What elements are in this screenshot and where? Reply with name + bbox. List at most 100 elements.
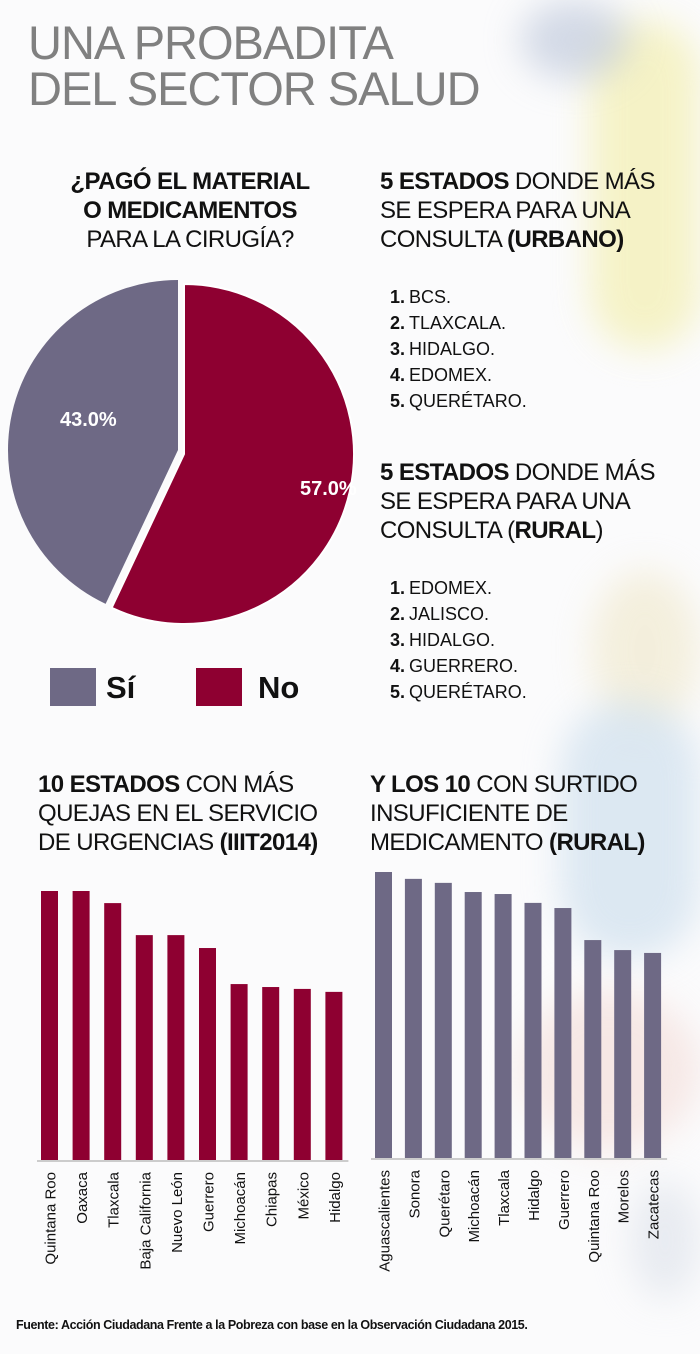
bar-category-label: Aguascalientes (377, 1170, 394, 1272)
shortage-heading-line3: MEDICAMENTO (370, 829, 550, 856)
pie-data-label: 57.0% (300, 478, 357, 500)
pie-chart: 43.0% 57.0% (8, 280, 357, 625)
title-line-2: DEL SECTOR SALUD (28, 62, 481, 115)
pie-heading-bold-1: ¿PAGÓ EL MATERIAL (70, 168, 310, 195)
title-line-1: UNA PROBADITA (28, 16, 394, 69)
bar-category-label: Tlaxcala (496, 1169, 513, 1226)
bar-category-label: Morelos (616, 1170, 633, 1223)
list-item-number: 2. (390, 604, 406, 624)
bar-category-label: Baja California (137, 1171, 154, 1269)
rural-heading-line2: SE ESPERA PARA UNA (380, 488, 631, 515)
urban-heading-bold: 5 ESTADOS (380, 168, 509, 195)
list-item-number: 2. (390, 313, 406, 333)
complaints-heading-line3: DE URGENCIAS (38, 829, 220, 856)
pie-data-label: 43.0% (60, 409, 117, 431)
bar (199, 948, 216, 1160)
shortage-heading-line2: INSUFICIENTE DE (370, 800, 568, 827)
legend-label-si: Sí (106, 670, 136, 705)
bar (325, 991, 343, 1160)
pie-heading: ¿PAGÓ EL MATERIAL O MEDICAMENTOS PARA LA… (40, 167, 340, 254)
rural-heading-line3: CONSULTA ( (380, 517, 515, 544)
rural-heading-rest: DONDE MÁS (508, 459, 656, 486)
bar (293, 988, 311, 1160)
bar-category-label: Quintana Roo (586, 1170, 603, 1263)
bar-category-label: Sonora (406, 1169, 423, 1218)
list-item-label: TLAXCALA. (409, 313, 507, 333)
bar-charts: Quintana Roo Oaxaca Tlaxcala Baja Californi… (37, 872, 668, 1272)
bar (404, 878, 422, 1158)
list-item-number: 3. (390, 630, 406, 650)
list-item-label: QUERÉTARO. (409, 391, 527, 411)
bar (494, 894, 512, 1158)
bar (375, 872, 392, 1158)
urban-heading-line3-bold: (URBANO) (507, 226, 624, 253)
shortage-heading: Y LOS 10 CON SURTIDO INSUFICIENTE DE MED… (370, 770, 645, 857)
bar-category-label: Michoacán (466, 1170, 483, 1243)
list-item: 4. EDOMEX. (390, 362, 527, 388)
bar (167, 935, 185, 1160)
bar (614, 950, 632, 1158)
complaints-heading-line3-bold: (IIIT2014) (219, 829, 319, 856)
bar (464, 892, 482, 1158)
background-pill-gray (630, 1180, 700, 1300)
list-item-label: JALISCO. (409, 604, 490, 624)
shortage-heading-rest: CON SURTIDO (470, 771, 638, 798)
list-item-number: 4. (390, 365, 406, 385)
bar-category-label: Oaxaca (74, 1171, 91, 1223)
urban-heading-line2: SE ESPERA PARA UNA (380, 197, 631, 224)
list-item: 1. BCS. (390, 284, 527, 310)
bar-category-label: Hidalgo (327, 1172, 344, 1223)
list-item: 3. HIDALGO. (390, 336, 527, 362)
bar (584, 940, 602, 1158)
list-item-number: 5. (390, 682, 406, 702)
background-pill-blue (520, 0, 630, 80)
bar (72, 891, 90, 1160)
urban-heading: 5 ESTADOS DONDE MÁS SE ESPERA PARA UNA C… (380, 167, 655, 254)
rural-heading-line3-bold: RURAL (514, 517, 596, 544)
bar-category-label: México (295, 1172, 312, 1220)
list-item: 1. EDOMEX. (390, 575, 527, 601)
bar-category-label: Quintana Roo (43, 1172, 60, 1265)
rural-list: 1. EDOMEX. 2. JALISCO. 3. HIDALGO. 4. GUERRERO.… (390, 575, 527, 705)
pie-slice-si (8, 280, 178, 604)
bar (262, 987, 280, 1160)
bar-category-label: Zacatecas (646, 1170, 663, 1239)
complaints-heading-bold: 10 ESTADOS (38, 771, 180, 798)
rural-heading-bold: 5 ESTADOS (380, 459, 509, 486)
bar (524, 902, 542, 1158)
list-item-number: 4. (390, 656, 406, 676)
list-item-label: BCS. (409, 287, 452, 307)
background-pill-yellow (590, 20, 700, 350)
urban-heading-rest: DONDE MÁS (508, 168, 656, 195)
list-item-label: EDOMEX. (409, 365, 493, 385)
bar (135, 935, 153, 1160)
urban-list: 1. BCS. 2. TLAXCALA. 3. HIDALGO. 4. EDOMEX. 5. QU… (390, 284, 527, 414)
list-item: 4. GUERRERO. (390, 653, 527, 679)
legend-swatch-si (50, 668, 96, 706)
list-item-label: EDOMEX. (409, 578, 493, 598)
bar-category-label: Chiapas (264, 1172, 281, 1227)
list-item: 5. QUERÉTARO. (390, 679, 527, 705)
complaints-heading-rest: CON MÁS (179, 771, 294, 798)
source-footer: Fuente: Acción Ciudadana Frente a la Pob… (16, 1318, 528, 1332)
list-item-label: HIDALGO. (409, 339, 496, 359)
bar-category-label: Hidalgo (526, 1170, 543, 1221)
bar (554, 908, 572, 1158)
bar (104, 903, 122, 1160)
pie-heading-regular: PARA LA CIRUGÍA? (86, 226, 294, 253)
bar-category-label: Michoacán (232, 1172, 249, 1245)
list-item: 2. JALISCO. (390, 601, 527, 627)
list-item-number: 1. (390, 287, 406, 307)
bar (41, 891, 58, 1160)
list-item-label: HIDALGO. (409, 630, 496, 650)
bar (230, 984, 248, 1160)
rural-heading: 5 ESTADOS DONDE MÁS SE ESPERA PARA UNA C… (380, 458, 655, 545)
bar (434, 882, 452, 1158)
bar-category-label: Tlaxcala (106, 1171, 123, 1228)
list-item-label: GUERRERO. (409, 656, 519, 676)
shortage-heading-bold: Y LOS 10 (370, 771, 471, 798)
legend-swatch-no (196, 668, 242, 706)
legend-label-no: No (258, 670, 300, 705)
list-item-number: 5. (390, 391, 406, 411)
list-item: 3. HIDALGO. (390, 627, 527, 653)
